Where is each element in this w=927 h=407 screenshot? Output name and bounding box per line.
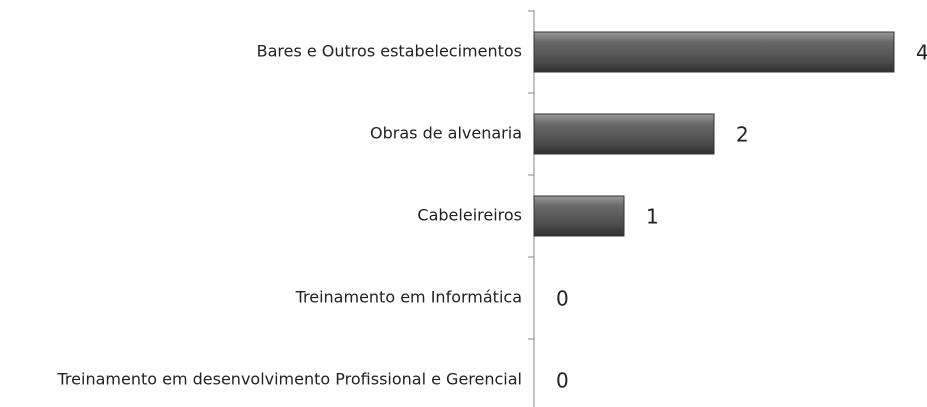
category-label: Obras de alvenaria — [370, 124, 522, 143]
category-label: Bares e Outros estabelecimentos — [257, 42, 522, 61]
category-label: Cabeleireiros — [417, 206, 522, 225]
bar — [533, 195, 625, 237]
category-label: Treinamento em Informática — [295, 288, 522, 307]
value-label: 0 — [556, 369, 569, 393]
bar — [533, 113, 715, 155]
value-label: 4 — [916, 41, 927, 65]
bar — [533, 31, 895, 73]
value-label: 2 — [736, 123, 749, 147]
value-label: 0 — [556, 287, 569, 311]
category-label: Treinamento em desenvolvimento Profissio… — [57, 370, 523, 389]
value-label: 1 — [646, 205, 659, 229]
